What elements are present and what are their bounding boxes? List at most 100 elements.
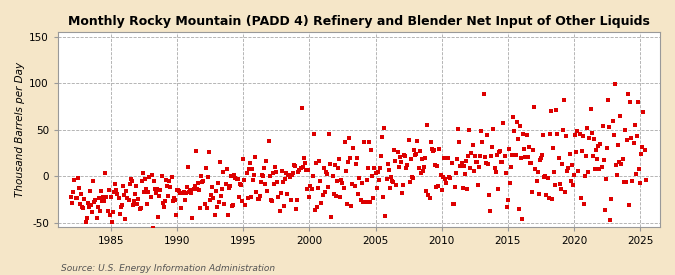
Point bbox=[553, 155, 564, 160]
Point bbox=[77, 205, 88, 209]
Point bbox=[387, 179, 398, 183]
Point bbox=[128, 203, 138, 208]
Point bbox=[577, 134, 588, 138]
Point bbox=[259, 166, 269, 170]
Point bbox=[102, 209, 113, 213]
Point bbox=[421, 189, 431, 193]
Point bbox=[136, 178, 147, 183]
Point bbox=[96, 189, 107, 193]
Point bbox=[441, 181, 452, 186]
Point bbox=[601, 176, 612, 181]
Point bbox=[552, 132, 563, 136]
Point bbox=[230, 176, 241, 180]
Point bbox=[357, 181, 368, 186]
Point bbox=[550, 183, 561, 187]
Point bbox=[303, 168, 314, 172]
Point bbox=[401, 166, 412, 170]
Point bbox=[478, 92, 489, 97]
Point bbox=[547, 196, 558, 201]
Point bbox=[589, 137, 599, 141]
Point bbox=[67, 200, 78, 205]
Point bbox=[121, 189, 132, 194]
Point bbox=[479, 155, 490, 160]
Point bbox=[613, 143, 624, 148]
Point bbox=[366, 148, 377, 153]
Point bbox=[218, 170, 229, 174]
Point bbox=[510, 152, 521, 157]
Point bbox=[441, 156, 452, 160]
Point bbox=[174, 189, 185, 193]
Point bbox=[166, 175, 177, 179]
Point bbox=[410, 153, 421, 157]
Point bbox=[630, 172, 641, 176]
Point bbox=[435, 173, 446, 177]
Point bbox=[167, 199, 178, 204]
Point bbox=[467, 142, 478, 147]
Point bbox=[263, 139, 274, 144]
Point bbox=[310, 161, 321, 166]
Point bbox=[163, 194, 173, 198]
Point bbox=[150, 187, 161, 191]
Point bbox=[392, 150, 403, 155]
Point bbox=[641, 178, 651, 182]
Point bbox=[81, 216, 92, 220]
Point bbox=[252, 197, 263, 201]
Point bbox=[493, 186, 504, 191]
Point bbox=[308, 131, 319, 136]
Point bbox=[249, 172, 260, 177]
Point bbox=[617, 156, 628, 161]
Point bbox=[195, 206, 206, 211]
Point bbox=[219, 202, 230, 207]
Point bbox=[186, 191, 197, 195]
Point bbox=[578, 202, 589, 207]
Point bbox=[545, 109, 556, 114]
Point bbox=[232, 177, 243, 181]
Point bbox=[295, 166, 306, 170]
Point bbox=[213, 180, 223, 185]
Point bbox=[397, 191, 408, 195]
Point bbox=[156, 174, 167, 178]
Point bbox=[504, 147, 514, 152]
Point bbox=[434, 146, 445, 151]
Point bbox=[254, 194, 265, 198]
Point bbox=[142, 202, 153, 206]
Point bbox=[556, 161, 567, 166]
Point bbox=[202, 175, 213, 179]
Point bbox=[313, 186, 323, 190]
Point bbox=[75, 202, 86, 206]
Point bbox=[499, 153, 510, 158]
Point bbox=[493, 150, 504, 154]
Point bbox=[496, 160, 507, 164]
Point bbox=[344, 136, 354, 140]
Point bbox=[370, 171, 381, 175]
Point bbox=[135, 205, 146, 210]
Point bbox=[432, 164, 443, 169]
Point bbox=[620, 128, 630, 132]
Text: Source: U.S. Energy Information Administration: Source: U.S. Energy Information Administ… bbox=[61, 264, 275, 273]
Point bbox=[105, 213, 115, 217]
Point bbox=[302, 187, 313, 191]
Point bbox=[153, 215, 163, 220]
Point bbox=[211, 205, 222, 210]
Point bbox=[298, 156, 309, 160]
Point bbox=[173, 187, 184, 192]
Point bbox=[248, 178, 259, 182]
Point bbox=[188, 186, 199, 191]
Point bbox=[514, 207, 524, 211]
Point bbox=[222, 213, 233, 217]
Point bbox=[194, 188, 205, 192]
Point bbox=[576, 149, 587, 153]
Point bbox=[460, 172, 470, 177]
Point bbox=[164, 179, 175, 183]
Point bbox=[272, 180, 283, 184]
Point bbox=[566, 163, 577, 167]
Point bbox=[189, 184, 200, 188]
Point bbox=[628, 141, 639, 145]
Point bbox=[387, 180, 398, 184]
Point bbox=[225, 184, 236, 188]
Point bbox=[599, 208, 610, 212]
Point bbox=[629, 123, 640, 127]
Point bbox=[336, 178, 347, 182]
Point bbox=[144, 175, 155, 180]
Point bbox=[436, 188, 447, 192]
